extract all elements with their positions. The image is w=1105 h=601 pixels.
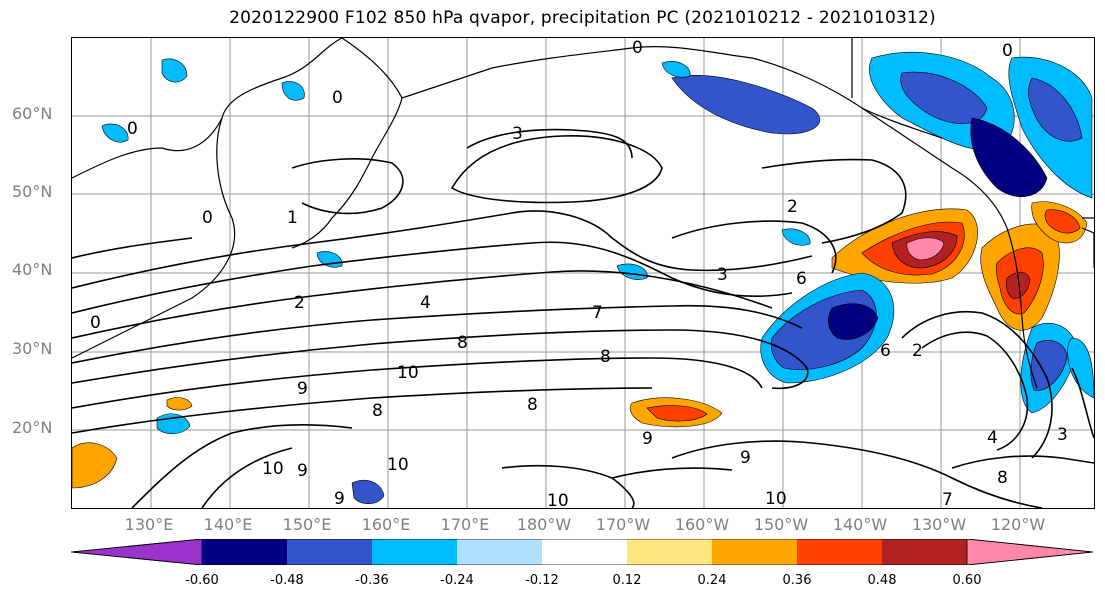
colorbar-tick-label: 0.24 (697, 573, 727, 588)
colorbar-segment (372, 539, 457, 565)
colorbar-tick-label: -0.60 (185, 573, 219, 588)
lat-label-30n: 30°N (12, 339, 53, 358)
colorbar-segment (882, 539, 967, 565)
contour-label: 7 (942, 490, 953, 508)
contour-label: 8 (600, 347, 611, 367)
lon-label-180w: 180°W (516, 515, 572, 534)
contour-label: 7 (592, 303, 603, 323)
contour-label: 3 (717, 265, 728, 285)
contour-label: 0 (202, 208, 213, 228)
colorbar (71, 539, 1093, 565)
colorbar-segment (202, 539, 287, 565)
contour-label: 0 (632, 38, 643, 58)
contour-label: 2 (912, 341, 923, 361)
contour-label: 2 (294, 293, 305, 313)
colorbar-tick-label: -0.36 (355, 573, 389, 588)
contour-labels: 0 0 0 0 0 0 1 2 2 2 3 3 3 4 4 6 6 7 7 8 … (90, 38, 1068, 508)
colorbar-tick-label: -0.24 (440, 573, 474, 588)
colorbar-tick-label: -0.12 (525, 573, 559, 588)
map-title: 2020122900 F102 850 hPa qvapor, precipit… (229, 8, 936, 28)
gridlines (72, 38, 1094, 508)
lon-label-130e: 130°E (124, 515, 174, 534)
contour-label: 9 (297, 461, 308, 481)
contour-label: 6 (796, 269, 807, 289)
contour-label: 1 (287, 208, 298, 228)
contour-label: 8 (527, 395, 538, 415)
contour-label: 6 (880, 341, 891, 361)
precip-blobs (72, 51, 1094, 505)
colorbar-tick-label: 0.48 (867, 573, 897, 588)
contour-label: 10 (765, 489, 787, 508)
colorbar-tick-label: 0.60 (952, 573, 982, 588)
lon-label-160e: 160°E (361, 515, 411, 534)
contour-label: 8 (997, 468, 1008, 488)
map-plot: 0 0 0 0 0 0 1 2 2 2 3 3 3 4 4 6 6 7 7 8 … (72, 38, 1094, 508)
lon-label-140w: 140°W (832, 515, 888, 534)
contour-label: 9 (297, 379, 308, 399)
contour-label: 0 (332, 88, 343, 108)
colorbar-segment (966, 539, 1093, 565)
colorbar-tick-label: 0.12 (612, 573, 642, 588)
contour-label: 8 (457, 333, 468, 353)
colorbar-segment (71, 539, 203, 565)
contour-label: 10 (262, 459, 284, 479)
lon-label-170e: 170°E (440, 515, 490, 534)
lat-label-50n: 50°N (12, 182, 53, 201)
lon-label-150e: 150°E (282, 515, 332, 534)
contour-label: 9 (642, 429, 653, 449)
contour-label: 10 (397, 363, 419, 383)
colorbar-segment (712, 539, 797, 565)
contour-label: 10 (547, 491, 569, 508)
colorbar-segment (287, 539, 372, 565)
coastlines (72, 38, 1094, 389)
contour-label: 9 (740, 448, 751, 468)
lat-label-40n: 40°N (12, 260, 53, 279)
contour-label: 2 (787, 197, 798, 217)
lon-label-170w: 170°W (595, 515, 651, 534)
lon-label-120w: 120°W (990, 515, 1046, 534)
lon-label-160w: 160°W (674, 515, 730, 534)
lat-label-20n: 20°N (12, 418, 53, 437)
colorbar-segment (542, 539, 627, 565)
colorbar-tick-label: -0.48 (270, 573, 304, 588)
colorbar-tick-label: 0.36 (782, 573, 812, 588)
lon-label-130w: 130°W (911, 515, 967, 534)
contour-label: 8 (372, 401, 383, 421)
colorbar-segment (797, 539, 882, 565)
contour-label: 10 (387, 455, 409, 475)
lon-label-140e: 140°E (203, 515, 253, 534)
colorbar-segment (457, 539, 542, 565)
map-panel: 0 0 0 0 0 0 1 2 2 2 3 3 3 4 4 6 6 7 7 8 … (71, 37, 1095, 509)
contour-label: 4 (420, 293, 431, 313)
contour-label: 0 (90, 313, 101, 333)
lon-label-150w: 150°W (753, 515, 809, 534)
contour-label: 3 (512, 124, 523, 144)
contour-label: 4 (987, 428, 998, 448)
qvapor-contours (72, 128, 1094, 508)
contour-label: 0 (1002, 41, 1013, 61)
colorbar-segment (627, 539, 712, 565)
contour-label: 3 (1057, 425, 1068, 445)
contour-label: 9 (334, 489, 345, 508)
contour-label: 0 (127, 119, 138, 139)
lat-label-60n: 60°N (12, 104, 53, 123)
